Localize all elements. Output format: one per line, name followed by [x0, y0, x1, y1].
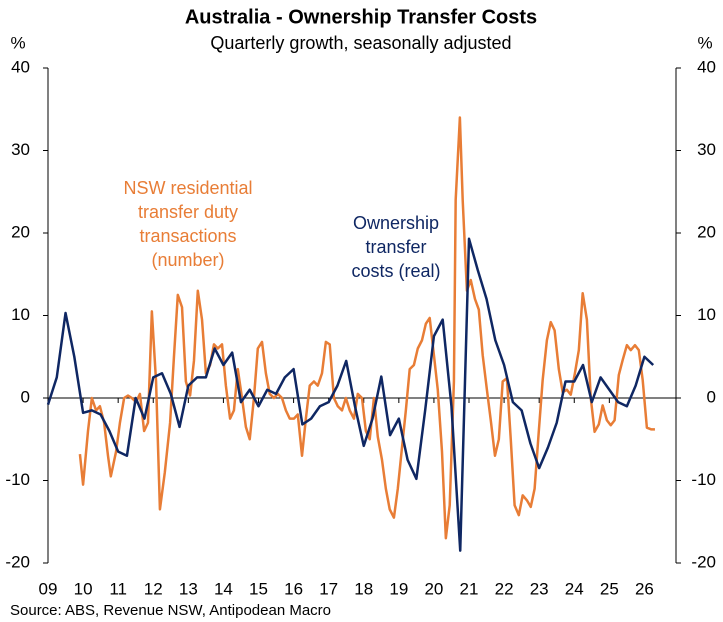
- x-tick-label: 21: [460, 579, 479, 598]
- source-note: Source: ABS, Revenue NSW, Antipodean Mac…: [10, 602, 331, 619]
- chart-subtitle: Quarterly growth, seasonally adjusted: [210, 33, 511, 53]
- x-tick-label: 18: [354, 579, 373, 598]
- x-tick-label: 23: [530, 579, 549, 598]
- x-tick-label: 11: [109, 579, 127, 598]
- y-tick-label: 40: [11, 57, 30, 76]
- y2-tick-label: -10: [691, 470, 716, 489]
- y-tick-label: 0: [21, 387, 30, 406]
- x-tick-label: 09: [39, 579, 58, 598]
- x-tick-label: 12: [144, 579, 163, 598]
- x-tick-label: 26: [635, 579, 654, 598]
- annotation: transfer duty: [138, 202, 238, 222]
- y-tick-label: 10: [11, 305, 30, 324]
- annotation: transactions: [139, 226, 236, 246]
- annotation: costs (real): [351, 261, 440, 281]
- y-tick-label: 30: [11, 140, 30, 159]
- x-tick-label: 15: [249, 579, 268, 598]
- y-unit-label: %: [10, 33, 25, 52]
- y-tick-label: 20: [11, 222, 30, 241]
- y2-tick-label: 0: [707, 387, 716, 406]
- y2-unit-label: %: [697, 33, 712, 52]
- x-tick-label: 16: [284, 579, 303, 598]
- x-tick-label: 24: [565, 579, 584, 598]
- y-tick-label: -10: [5, 470, 30, 489]
- series-line: [78, 116, 655, 540]
- x-tick-label: 17: [319, 579, 338, 598]
- x-tick-label: 25: [600, 579, 619, 598]
- x-tick-label: 10: [74, 579, 93, 598]
- annotation: (number): [151, 250, 224, 270]
- x-tick-label: 19: [389, 579, 408, 598]
- annotation: Ownership: [353, 213, 439, 233]
- y2-tick-label: -20: [691, 552, 716, 571]
- annotation: transfer: [365, 237, 426, 257]
- y-tick-label: -20: [5, 552, 30, 571]
- y2-tick-label: 20: [697, 222, 716, 241]
- series-line: [46, 237, 655, 552]
- chart-title: Australia - Ownership Transfer Costs: [185, 6, 537, 28]
- x-tick-label: 13: [179, 579, 198, 598]
- annotation: NSW residential: [123, 178, 252, 198]
- y2-tick-label: 10: [697, 305, 716, 324]
- x-tick-label: 22: [495, 579, 514, 598]
- y2-tick-label: 30: [697, 140, 716, 159]
- x-tick-label: 14: [214, 579, 233, 598]
- x-tick-label: 20: [424, 579, 443, 598]
- y2-tick-label: 40: [697, 57, 716, 76]
